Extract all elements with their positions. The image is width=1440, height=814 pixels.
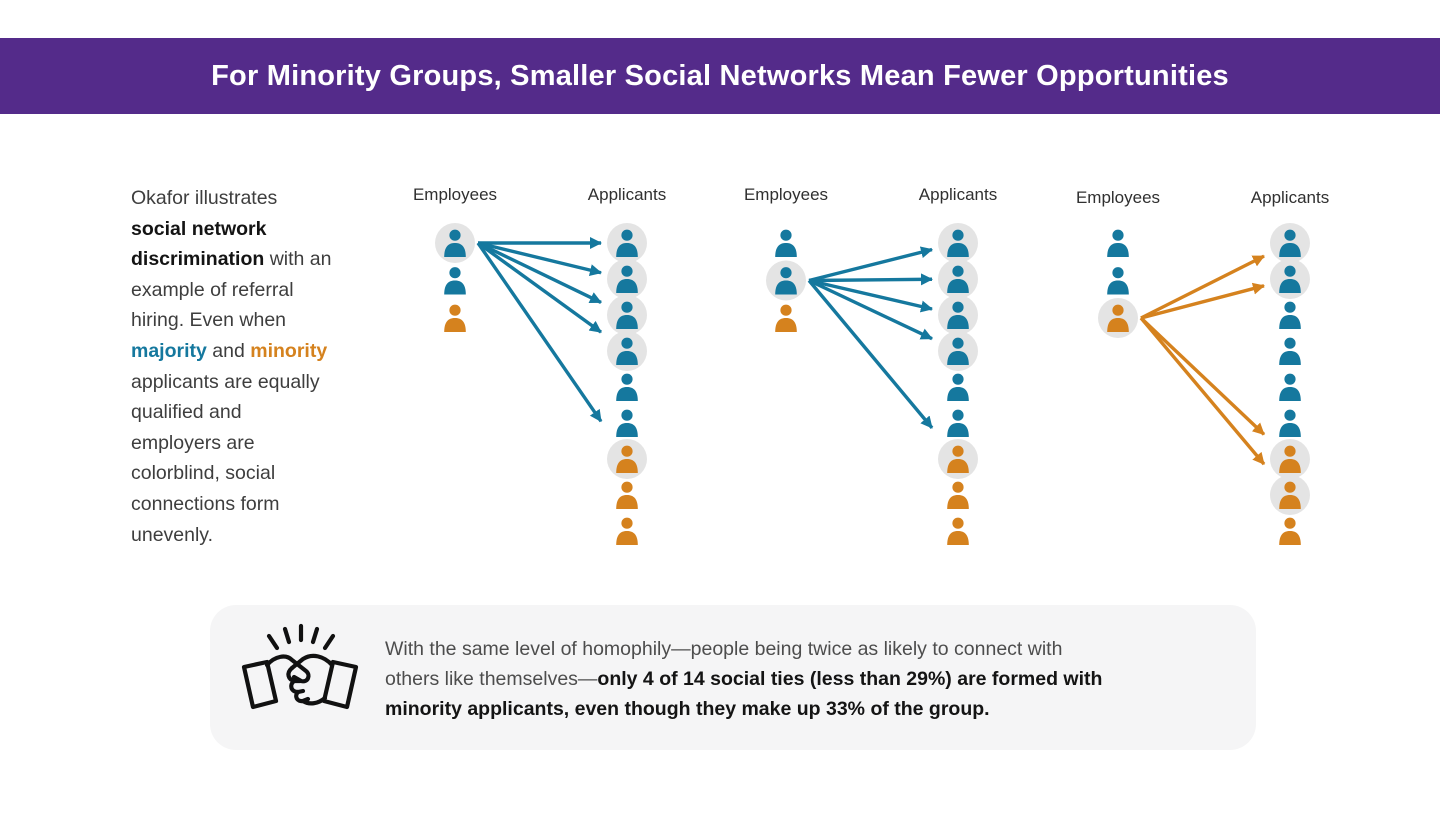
applicant-minority-person-icon [616, 517, 638, 545]
text-segment: discrimination [131, 248, 265, 271]
text-segment: connections form [131, 492, 280, 515]
handshake-left-sleeve [241, 659, 279, 710]
applicant-majority-person-icon [1279, 337, 1301, 365]
applicant-majority-person-icon [947, 409, 969, 437]
referral-tie-arrow [477, 241, 602, 304]
employee-majority-person-icon [1107, 229, 1129, 257]
applicant-majority-person-icon [938, 331, 978, 371]
applicant-majority-person-icon [1279, 301, 1301, 329]
applicant-majority-person-icon [1270, 259, 1310, 299]
referral-tie-arrow [1140, 282, 1265, 320]
referral-tie-arrow [807, 279, 934, 429]
applicant-majority-person-icon [1279, 373, 1301, 401]
referral-tie-arrow [808, 246, 933, 283]
text-segment: With the same level of homophily—people … [385, 638, 1063, 660]
applicant-majority-person-icon [607, 331, 647, 371]
text-segment: minority [250, 339, 328, 362]
handshake-right-hand-top [289, 653, 335, 671]
handshake-left-hand [264, 654, 311, 684]
referral-tie-arrow [1140, 254, 1265, 320]
applicant-majority-person-icon [616, 373, 638, 401]
applicant-minority-person-icon [607, 439, 647, 479]
employee-minority-person-icon [1098, 298, 1138, 338]
text-segment: only 4 of 14 social ties (less than 29%)… [597, 668, 1103, 691]
employees-label-panel-1: Employees [412, 185, 498, 204]
handshake-ray [266, 633, 280, 651]
text-segment: hiring. Even when [131, 309, 287, 332]
handshake-ray [310, 626, 320, 645]
text-segment: Okafor illustrates [131, 187, 278, 209]
handshake-icon [241, 623, 359, 710]
text-segment: majority [131, 339, 207, 362]
referral-tie-arrow [1139, 316, 1266, 466]
handshake-ray [282, 626, 292, 645]
applicant-majority-person-icon [607, 259, 647, 299]
applicant-majority-person-icon [1279, 409, 1301, 437]
applicant-majority-person-icon [938, 259, 978, 299]
handshake-ray [322, 633, 336, 651]
text-segment: others like themselves— [385, 668, 598, 691]
applicant-minority-person-icon [947, 517, 969, 545]
applicant-majority-person-icon [1270, 223, 1310, 263]
applicant-majority-person-icon [938, 223, 978, 263]
employees-label-panel-2: Employees [743, 185, 829, 204]
text-segment: and [206, 339, 251, 362]
applicant-minority-person-icon [1270, 439, 1310, 479]
referral-tie-arrow [476, 242, 603, 423]
handshake-right-sleeve [321, 659, 359, 710]
callout-text: With the same level of homophily—people … [385, 634, 1225, 725]
applicants-label-panel-2: Applicants [918, 185, 998, 204]
applicant-majority-person-icon [607, 295, 647, 335]
handshake-right-hand-bottom [300, 695, 328, 706]
employee-majority-person-icon [766, 260, 806, 301]
employees-label-panel-3: Employees [1075, 188, 1161, 207]
applicant-minority-person-icon [947, 481, 969, 509]
applicant-majority-person-icon [607, 223, 647, 263]
referral-tie-arrow [477, 241, 602, 334]
page-title: For Minority Groups, Smaller Social Netw… [211, 59, 1229, 92]
applicant-minority-person-icon [1279, 517, 1301, 545]
text-segment: employers are [131, 431, 255, 454]
applicant-majority-person-icon [616, 409, 638, 437]
referral-tie-arrow [477, 241, 602, 276]
text-segment: social network [131, 217, 267, 240]
callout-box: With the same level of homophily—people … [210, 605, 1256, 750]
referral-tie-arrow [808, 278, 933, 313]
employee-minority-person-icon [444, 304, 466, 332]
referral-tie-arrow [1139, 316, 1266, 436]
applicant-majority-person-icon [938, 295, 978, 335]
text-segment: with an [264, 248, 332, 271]
text-segment: example of referral [131, 278, 294, 301]
employee-majority-person-icon [444, 267, 466, 295]
applicant-minority-person-icon [616, 481, 638, 509]
referral-tie-arrow [808, 273, 933, 286]
text-segment: qualified and [131, 401, 242, 424]
header-banner: For Minority Groups, Smaller Social Netw… [0, 38, 1440, 114]
applicant-minority-person-icon [1270, 475, 1310, 515]
referral-tie-arrow [808, 278, 933, 341]
intro-paragraph: Okafor illustrates social network discrimi… [131, 183, 401, 550]
text-segment: applicants are equally [131, 370, 320, 393]
applicants-label-panel-3: Applicants [1250, 188, 1330, 207]
text-segment: minority applicants, even though they ma… [385, 698, 990, 721]
applicant-majority-person-icon [947, 373, 969, 401]
employee-majority-person-icon [1107, 267, 1129, 295]
applicant-minority-person-icon [938, 439, 978, 479]
employee-minority-person-icon [775, 304, 797, 332]
text-segment: unevenly. [131, 523, 214, 546]
employee-majority-person-icon [775, 229, 797, 257]
text-segment: colorblind, social [131, 462, 276, 485]
employee-majority-person-icon [435, 223, 475, 263]
applicants-label-panel-1: Applicants [587, 185, 667, 204]
